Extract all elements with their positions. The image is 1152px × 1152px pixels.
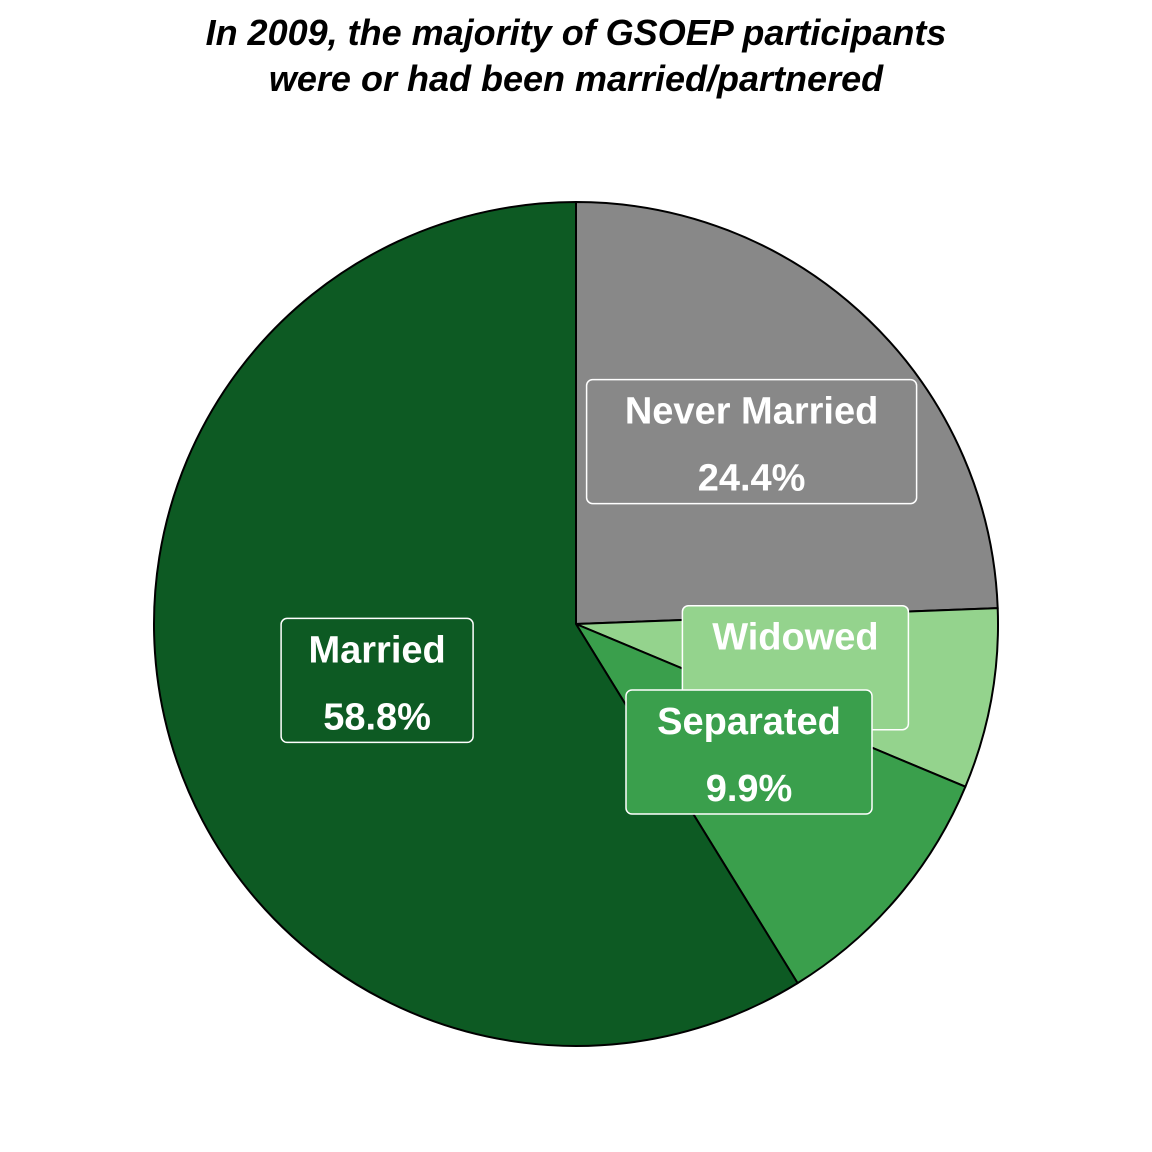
slice-label-box: [280, 617, 474, 744]
slice-label-percent: 9.9%: [706, 768, 793, 810]
slice-label-percent: 24.4%: [698, 458, 806, 500]
pie-slice-married: [153, 201, 799, 1047]
slice-label-percent: 58.8%: [323, 696, 431, 738]
chart-title: In 2009, the majority of GSOEP participa…: [0, 10, 1152, 102]
slice-label-box: [585, 378, 918, 505]
slice-label-name: Separated: [657, 701, 841, 743]
slice-label-name: Married: [308, 629, 445, 671]
slice-label-never-married: Never Married 24.4%: [585, 378, 918, 505]
slice-label-separated: Separated 9.9%: [625, 689, 873, 815]
chart-title-line-2: were or had been married/partnered: [268, 58, 884, 99]
chart-title-line-1: In 2009, the majority of GSOEP participa…: [205, 12, 947, 53]
slice-label-name: Widowed: [712, 617, 878, 659]
slice-label-box: [625, 689, 873, 815]
pie-labels: Never Married24.4%Widowed6.9%Separated9.…: [280, 378, 918, 815]
slice-label-married: Married 58.8%: [280, 617, 474, 744]
slice-label-name: Never Married: [625, 391, 878, 433]
